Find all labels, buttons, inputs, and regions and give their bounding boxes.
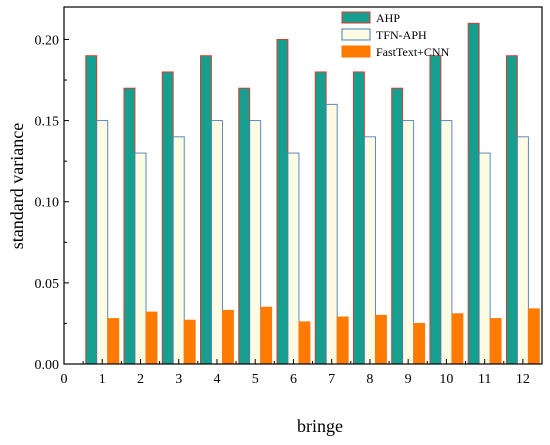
x-tick-label: 12 [516,372,530,387]
bar-ahp-1 [85,55,98,365]
x-tick-label: 7 [328,372,335,387]
legend-swatch-ahp [341,11,371,24]
x-tick-label: 5 [252,372,259,387]
bar-tfn-aph-6 [287,152,300,365]
bar-tfn-aph-11 [478,152,491,365]
bar-fasttext-cnn-6 [298,321,311,365]
legend-swatch-fasttext-cnn [341,45,371,58]
x-tick-label: 11 [478,372,491,387]
bar-ahp-10 [429,55,442,365]
bar-tfn-aph-12 [516,136,529,365]
x-tick-label: 2 [137,372,144,387]
legend-swatch-tfn-aph [341,28,371,41]
y-tick-label: 0.00 [35,358,60,373]
x-axis-label: bringe [297,416,343,436]
bar-fasttext-cnn-12 [527,308,540,365]
bar-tfn-aph-5 [249,120,262,365]
legend-label: TFN-APH [376,28,427,42]
x-tick-label: 4 [213,372,220,387]
bar-fasttext-cnn-9 [413,322,426,365]
bar-ahp-6 [276,39,289,365]
bar-fasttext-cnn-4 [222,310,234,365]
bar-ahp-8 [352,71,365,365]
bar-ahp-11 [467,22,480,365]
x-tick-label: 6 [290,372,297,387]
bar-ahp-12 [505,55,518,365]
bar-tfn-aph-1 [96,120,109,365]
bar-tfn-aph-10 [440,120,453,365]
bar-fasttext-cnn-7 [336,316,349,365]
legend-label: AHP [376,11,400,25]
plot-frame [63,6,543,365]
bar-ahp-7 [314,71,327,365]
y-axis-label: standard variance [7,123,27,249]
bar-tfn-aph-9 [402,120,415,365]
ticks-layer: 0 1 2 3 4 5 6 7 8 9 10 11 120.000.050.100.150.20 [35,33,530,387]
bar-ahp-2 [123,87,136,365]
x-tick-label: 1 [99,372,106,387]
bar-fasttext-cnn-8 [374,314,387,365]
y-tick-label: 0.15 [35,115,60,130]
bar-fasttext-cnn-3 [183,319,196,365]
x-tick-label: 0 [61,372,68,387]
bar-tfn-aph-3 [172,136,185,365]
bar-fasttext-cnn-5 [260,306,273,365]
y-tick-label: 0.05 [35,277,60,292]
legend-label: FastText+CNN [376,45,450,59]
bar-fasttext-cnn-10 [451,313,464,365]
bar-ahp-9 [391,87,404,365]
bar-ahp-4 [200,55,212,365]
bar-tfn-aph-8 [363,136,376,365]
bar-tfn-aph-4 [211,120,223,365]
bar-ahp-5 [238,87,251,365]
y-tick-label: 0.20 [35,33,60,48]
x-tick-label: 8 [366,372,373,387]
x-tick-label: 9 [405,372,412,387]
x-tick-label: 10 [439,372,453,387]
bar-tfn-aph-2 [134,152,147,365]
bar-fasttext-cnn-1 [107,318,120,365]
legend: AHP TFN-APH FastText+CNN [341,11,450,59]
x-tick-label: 3 [175,372,182,387]
bar-ahp-3 [161,71,174,365]
y-tick-label: 0.10 [35,196,60,211]
bar-tfn-aph-7 [325,103,338,365]
bar-fasttext-cnn-11 [489,318,502,365]
bars-layer [85,22,540,365]
bar-fasttext-cnn-2 [145,311,158,365]
